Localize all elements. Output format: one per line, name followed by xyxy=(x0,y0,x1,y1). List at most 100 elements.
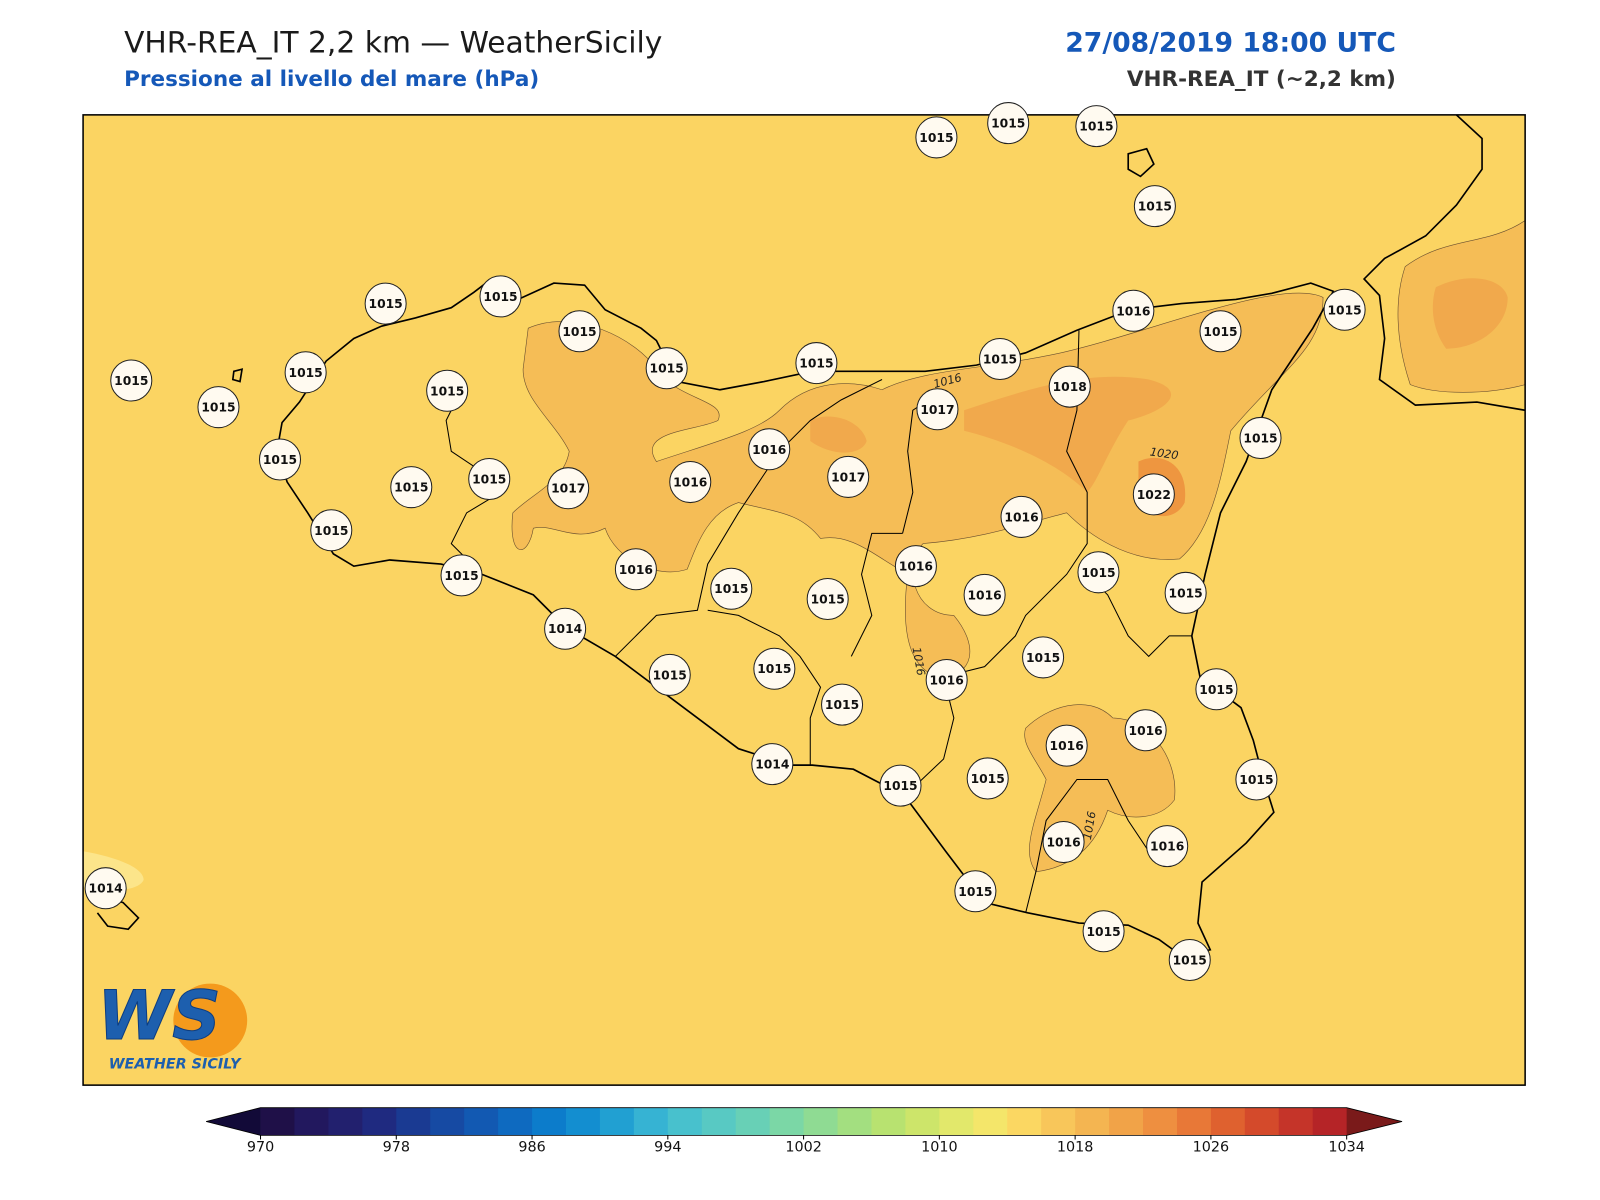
station-marker xyxy=(648,653,691,696)
colorbar-box xyxy=(362,1107,397,1136)
station-value: 1015 xyxy=(757,662,791,676)
station-marker xyxy=(1022,636,1065,679)
stations: 1015 1015 1015 1015 1015 1015 1015 1015 1015 1015… xyxy=(84,102,1366,982)
station-marker xyxy=(669,461,712,504)
colorbar-box xyxy=(939,1107,974,1136)
station-value: 1015 xyxy=(314,524,348,538)
colorbar-box xyxy=(803,1107,839,1136)
station-value: 1015 xyxy=(811,593,845,607)
model: VHR-REA_IT (~2,2 km) xyxy=(1127,67,1396,92)
station-marker xyxy=(1133,185,1176,228)
colorbar-tick-label: 994 xyxy=(654,1140,681,1156)
colorbar-tick-label: 1034 xyxy=(1328,1140,1365,1156)
station-marker xyxy=(1077,551,1120,594)
station-marker xyxy=(915,116,958,159)
colorbar-box xyxy=(532,1107,567,1136)
colorbar-tick-label: 1026 xyxy=(1193,1140,1230,1156)
station-value: 1018 xyxy=(1053,380,1087,394)
station-value: 1014 xyxy=(548,622,582,636)
station-marker xyxy=(879,764,922,807)
colorbar-tick-label: 1002 xyxy=(785,1140,822,1156)
station-value: 1016 xyxy=(673,476,707,490)
station-value: 1015 xyxy=(562,325,596,339)
station-value: 1015 xyxy=(394,481,428,495)
station-marker xyxy=(753,647,796,690)
colorbar-box xyxy=(498,1107,533,1136)
station-value: 1015 xyxy=(444,569,478,583)
station-marker xyxy=(1239,416,1282,459)
station-value: 1015 xyxy=(114,374,148,388)
date: 27/08/2019 18:00 UTC xyxy=(1065,28,1396,59)
station-value: 1016 xyxy=(1046,836,1080,850)
station-value: 1015 xyxy=(971,772,1005,786)
station-marker xyxy=(710,567,753,610)
contour-label: 1016 xyxy=(1081,810,1099,840)
colorbar-box xyxy=(1075,1107,1110,1136)
station-value: 1016 xyxy=(930,674,964,688)
station-value: 1015 xyxy=(991,117,1025,131)
colorbar-box xyxy=(667,1107,703,1136)
colorbar-box xyxy=(1176,1107,1212,1136)
colorbar-box xyxy=(1109,1107,1144,1136)
station-value: 1016 xyxy=(752,443,786,457)
station-value: 1015 xyxy=(1079,120,1113,134)
colorbar-box xyxy=(599,1107,635,1136)
station-marker xyxy=(364,282,407,325)
station-marker xyxy=(963,573,1006,616)
colorbar-tick-label: 986 xyxy=(518,1140,545,1156)
station-marker xyxy=(1000,495,1043,538)
colorbar-box xyxy=(396,1107,431,1136)
station-marker xyxy=(1048,365,1091,408)
station-value: 1015 xyxy=(1173,954,1207,968)
colorbar-box xyxy=(735,1107,771,1136)
station-value: 1016 xyxy=(1116,304,1150,318)
station-marker xyxy=(1075,105,1118,148)
station-marker xyxy=(468,457,511,500)
station-marker xyxy=(821,683,864,726)
colorbar-box xyxy=(1278,1107,1314,1136)
colorbar-box xyxy=(1143,1107,1178,1136)
station-value: 1016 xyxy=(1004,510,1038,524)
station-value: 1016 xyxy=(899,560,933,574)
station-marker xyxy=(197,386,240,429)
station-value: 1016 xyxy=(967,588,1001,602)
colorbar-box xyxy=(837,1107,872,1136)
station-value: 1015 xyxy=(1199,683,1233,697)
station-marker xyxy=(310,509,353,552)
station-marker xyxy=(1146,825,1189,868)
station-marker xyxy=(547,467,590,510)
station-marker xyxy=(614,548,657,591)
title: VHR-REA_IT 2,2 km — WeatherSicily xyxy=(124,26,662,61)
station-value: 1017 xyxy=(831,470,865,484)
colorbar-box xyxy=(769,1107,805,1136)
subtitle: Pressione al livello del mare (hPa) xyxy=(124,67,539,92)
colorbar-box xyxy=(464,1107,499,1136)
station-value: 1015 xyxy=(1203,325,1237,339)
station-marker xyxy=(558,310,601,353)
station-marker xyxy=(1199,310,1242,353)
colorbar-tick-label: 1010 xyxy=(921,1140,958,1156)
station-value: 1015 xyxy=(799,357,833,371)
station-marker xyxy=(925,658,968,702)
station-value: 1015 xyxy=(1086,925,1120,939)
station-value: 1016 xyxy=(1050,739,1084,753)
colorbar-box xyxy=(871,1107,906,1136)
colorbar-box xyxy=(1312,1107,1348,1136)
station-marker xyxy=(1132,473,1175,516)
station-marker xyxy=(795,342,838,385)
station-marker xyxy=(1164,571,1207,614)
station-value: 1015 xyxy=(430,384,464,398)
station-marker xyxy=(1195,668,1238,711)
station-value: 1015 xyxy=(825,698,859,712)
station-marker xyxy=(1323,288,1366,331)
station-marker xyxy=(426,369,469,412)
station-value: 1015 xyxy=(1239,773,1273,787)
colorbar-box xyxy=(1210,1107,1246,1136)
station-value: 1015 xyxy=(472,473,506,487)
station-marker xyxy=(645,347,688,390)
station-marker xyxy=(827,455,870,498)
colorbar-box xyxy=(633,1107,669,1136)
station-value: 1015 xyxy=(1169,586,1203,600)
